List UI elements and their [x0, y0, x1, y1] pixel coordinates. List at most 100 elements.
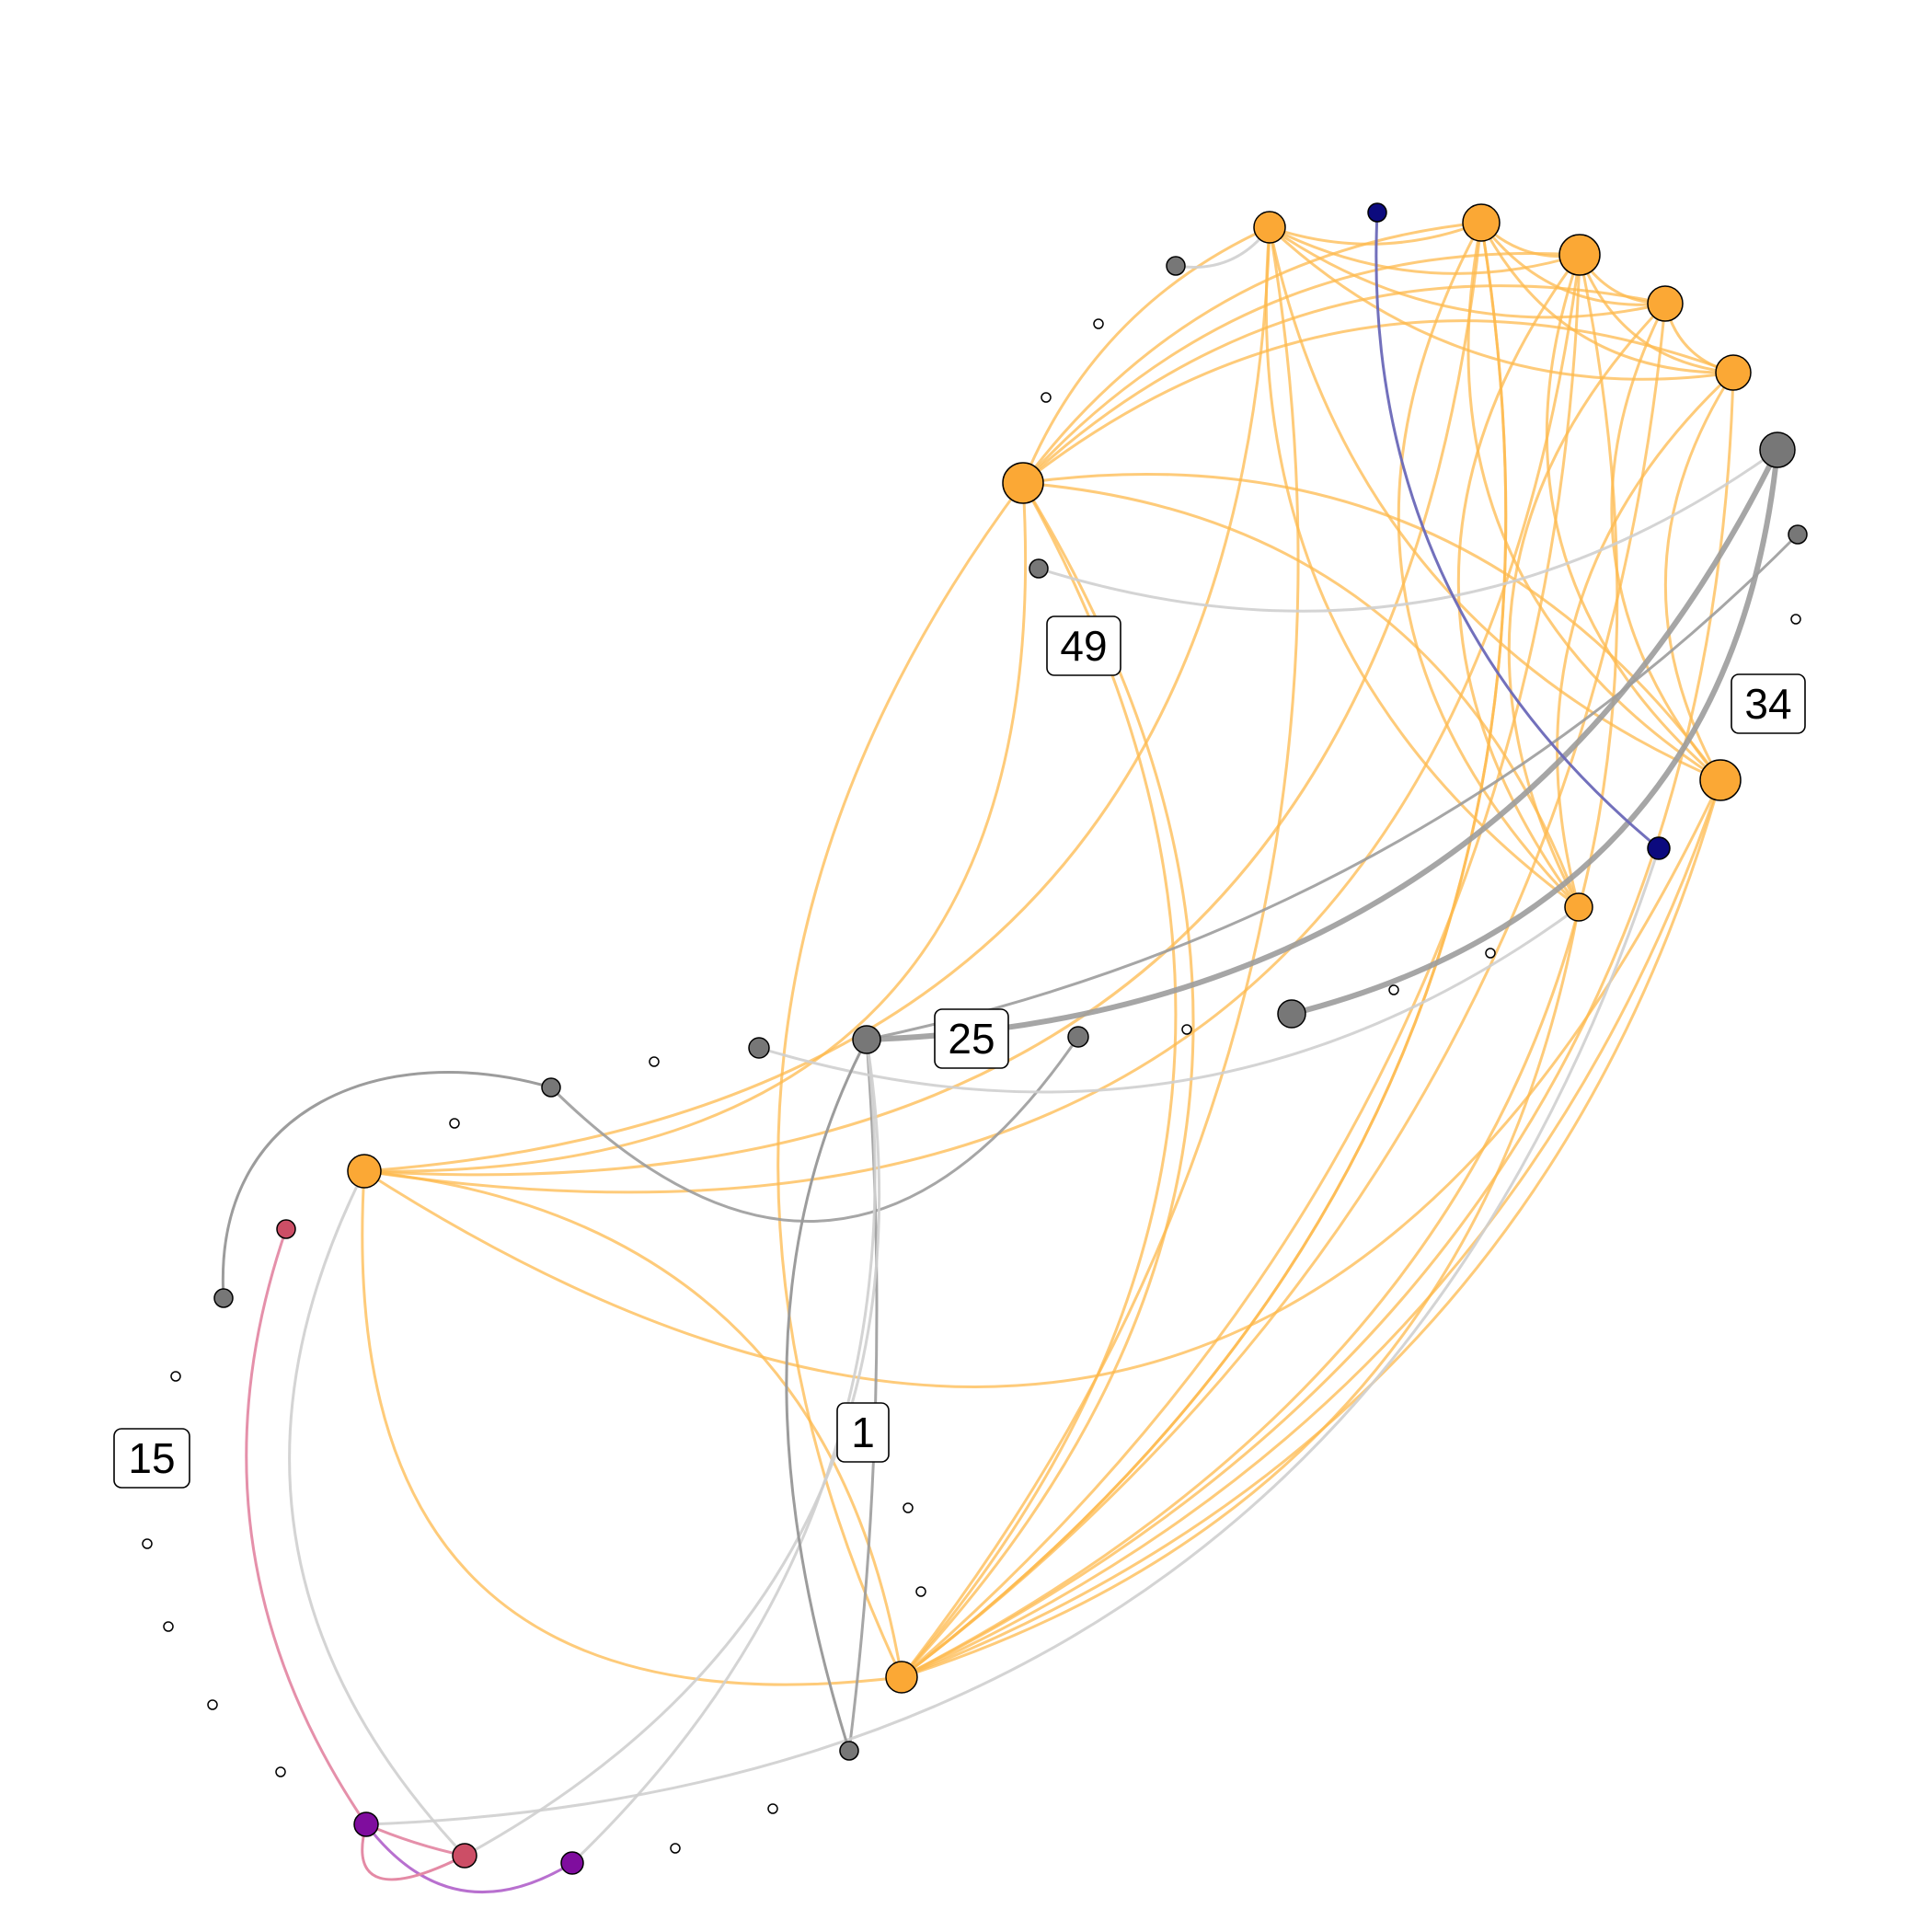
edge [1021, 221, 1482, 484]
labels: 49 34 25 1 15 [113, 615, 1806, 1489]
edge [1291, 449, 1780, 1017]
gray-node [1029, 558, 1049, 579]
gray-node [1277, 999, 1306, 1029]
edge [901, 222, 1508, 1679]
edge [785, 1039, 868, 1752]
edge [776, 482, 1025, 1678]
edge [1479, 222, 1734, 374]
edge [363, 482, 1028, 1173]
edge [1022, 473, 1722, 781]
label-1-text: 1 [851, 1409, 875, 1456]
edge [901, 779, 1722, 1679]
edge [364, 1823, 573, 1894]
navy-node [1367, 202, 1387, 223]
edge [221, 1071, 552, 1299]
edge [758, 905, 1580, 1094]
orange-node [1558, 234, 1601, 276]
edge [901, 254, 1619, 1679]
orange-node [1253, 211, 1286, 244]
label-15: 15 [113, 1428, 190, 1489]
edge [1578, 254, 1734, 374]
gray-node [541, 1077, 561, 1098]
edge [900, 482, 1195, 1679]
edge [866, 448, 1780, 1042]
edge [1556, 371, 1735, 908]
edge [363, 1169, 903, 1678]
rose-node [452, 1843, 477, 1869]
isolated-node [207, 1699, 218, 1710]
label-1: 1 [836, 1402, 890, 1463]
edge [901, 779, 1722, 1679]
navy-node [1647, 836, 1671, 860]
edge [901, 222, 1508, 1679]
edge [1021, 225, 1271, 484]
gray-node [748, 1037, 770, 1059]
isolated-node [903, 1502, 914, 1513]
edge [901, 906, 1581, 1679]
isolated-node [142, 1538, 153, 1549]
edge [1022, 481, 1581, 908]
isolated-node [163, 1621, 174, 1632]
gray-node [1166, 256, 1186, 276]
orange-node [1699, 759, 1742, 801]
edge [900, 482, 1178, 1678]
edge [1456, 254, 1581, 908]
purple-node [353, 1811, 379, 1837]
edge [1268, 225, 1734, 381]
edge [1268, 226, 1721, 782]
edge [288, 1170, 466, 1857]
edge [1038, 448, 1778, 613]
label-49: 49 [1046, 615, 1121, 676]
edge [901, 254, 1581, 1679]
edge [365, 847, 1661, 1826]
edge [361, 1170, 903, 1686]
gray-node [839, 1741, 859, 1761]
orange-node [1715, 354, 1752, 391]
isolated-node [275, 1766, 286, 1777]
isolated-node [170, 1371, 181, 1382]
isolated-node [1790, 614, 1801, 625]
gray-node [852, 1025, 881, 1054]
edge [363, 779, 1722, 1388]
edge [549, 1036, 1080, 1223]
isolated-node [670, 1843, 681, 1854]
label-34-text: 34 [1744, 680, 1791, 728]
edge [866, 533, 1800, 1041]
orange-node [347, 1154, 382, 1189]
isolated-node [1485, 948, 1496, 959]
label-25: 25 [934, 1008, 1009, 1069]
isolated-node [1041, 392, 1052, 403]
isolated-node [915, 1586, 926, 1597]
gray-node [1067, 1026, 1089, 1048]
isolated-node [449, 1118, 460, 1129]
isolated-node [649, 1056, 660, 1067]
edge [1021, 251, 1581, 485]
isolated-node [767, 1803, 778, 1814]
edge [245, 1228, 368, 1825]
edge [363, 254, 1581, 1194]
edge [1610, 303, 1722, 781]
purple-node [560, 1851, 584, 1875]
label-34: 34 [1731, 673, 1806, 734]
edge [900, 226, 1300, 1678]
gray-node [213, 1288, 234, 1308]
edge [1374, 212, 1660, 850]
edge [1545, 254, 1721, 782]
label-49-text: 49 [1060, 622, 1107, 670]
isolated-node [1388, 984, 1399, 995]
edge [1021, 284, 1666, 485]
edge [1507, 302, 1667, 908]
edge [363, 222, 1483, 1177]
isolated-node [1181, 1024, 1192, 1035]
edge [361, 1823, 466, 1881]
edge [901, 372, 1735, 1679]
edge [847, 1039, 879, 1752]
edge [901, 303, 1667, 1679]
edges [221, 212, 1800, 1894]
gray-node [1788, 524, 1808, 545]
label-25-text: 25 [948, 1015, 995, 1063]
orange-node [1564, 892, 1593, 922]
orange-node [1647, 285, 1684, 322]
isolated-node [1093, 318, 1104, 329]
